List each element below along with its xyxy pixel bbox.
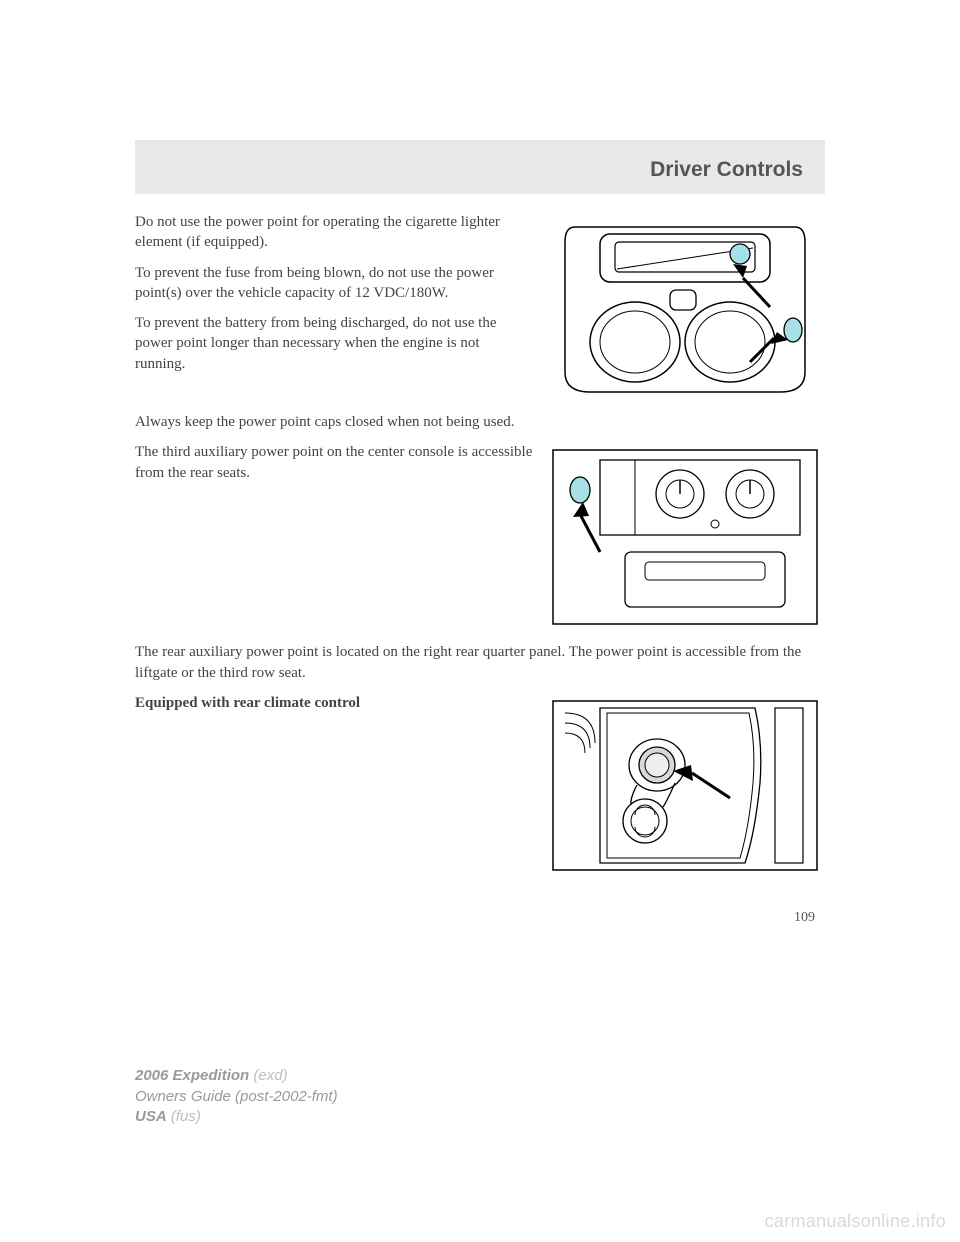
footer-line-2: Owners Guide (post-2002-fmt) bbox=[135, 1087, 338, 1107]
footer-line-3: USA (fus) bbox=[135, 1107, 338, 1127]
para-6: The rear auxiliary power point is locate… bbox=[135, 642, 825, 683]
section-title: Driver Controls bbox=[157, 158, 803, 182]
header-band: Driver Controls bbox=[135, 140, 825, 194]
page-content: Driver Controls Do not use the power poi… bbox=[0, 0, 960, 926]
section-3-text: Equipped with rear climate control bbox=[135, 693, 533, 878]
footer: 2006 Expedition (exd) Owners Guide (post… bbox=[135, 1066, 338, 1127]
diagram-rear-quarter-panel bbox=[545, 693, 825, 878]
para-3: To prevent the battery from being discha… bbox=[135, 313, 533, 374]
diagram-center-console-rear bbox=[545, 442, 825, 632]
page-number: 109 bbox=[135, 910, 825, 926]
para-1: Do not use the power point for operating… bbox=[135, 212, 533, 253]
section-2: The third auxiliary power point on the c… bbox=[135, 442, 825, 632]
para-2: To prevent the fuse from being blown, do… bbox=[135, 263, 533, 304]
footer-code-1: (exd) bbox=[253, 1067, 287, 1084]
section-3: Equipped with rear climate control bbox=[135, 693, 825, 878]
footer-line-1: 2006 Expedition (exd) bbox=[135, 1066, 338, 1086]
footer-code-2: (fus) bbox=[171, 1108, 201, 1125]
watermark: carmanualsonline.info bbox=[765, 1211, 946, 1232]
diagram-console-cupholders bbox=[545, 212, 825, 402]
section-2-text: The third auxiliary power point on the c… bbox=[135, 442, 533, 632]
para-7: Equipped with rear climate control bbox=[135, 693, 533, 713]
section-1-text: Do not use the power point for operating… bbox=[135, 212, 533, 402]
para-5: The third auxiliary power point on the c… bbox=[135, 442, 533, 483]
para-4: Always keep the power point caps closed … bbox=[135, 412, 825, 432]
footer-region: USA bbox=[135, 1108, 167, 1125]
footer-model: 2006 Expedition bbox=[135, 1067, 249, 1084]
section-1: Do not use the power point for operating… bbox=[135, 212, 825, 402]
